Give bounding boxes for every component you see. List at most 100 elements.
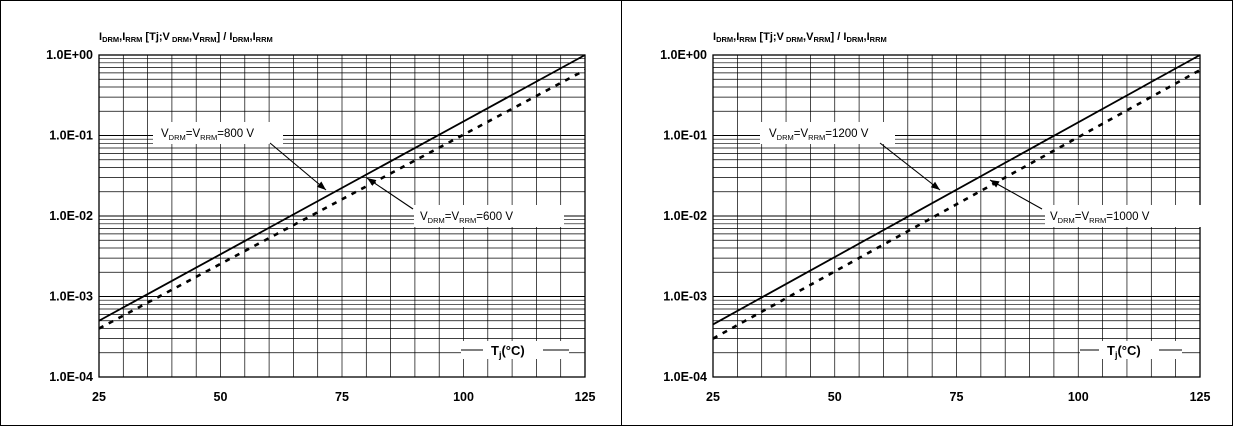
text-part: =1200 V (825, 128, 868, 140)
text-part: V (769, 128, 777, 140)
x-tick-label: 125 (1190, 390, 1211, 404)
annotation-label: VDRM=VRRM=1000 V (1050, 211, 1150, 225)
text-part: RRM (808, 133, 825, 142)
text-part: j (1114, 350, 1118, 360)
annotation-label: VDRM=VRRM=800 V (161, 128, 254, 142)
arrowhead (367, 178, 377, 186)
series-line-solid (98, 54, 586, 322)
chart-right: 1.0E-04 1.0E-03 1.0E-02 1.0E-01 1.0E+00 25 50 7… (660, 31, 1210, 404)
text-part: I (713, 31, 716, 43)
text-part: V (420, 211, 428, 223)
y-tick-label: 1.0E-02 (663, 209, 707, 223)
text-part: =800 V (217, 128, 254, 140)
annotation-arrow (879, 142, 941, 191)
text-part: RRM (199, 35, 216, 44)
text-part: T (491, 343, 499, 358)
annotation-arrow (366, 177, 414, 210)
y-tick-label: 1.0E-02 (49, 209, 93, 223)
y-tick-label: 1.0E-03 (663, 290, 707, 304)
text-part: RRM (813, 35, 830, 44)
text-part: RRM (200, 133, 217, 142)
text-part: ,V (803, 31, 814, 43)
annotation-label: VDRM=VRRM=1200 V (769, 128, 869, 142)
x-tick-label: 25 (92, 390, 106, 404)
y-tick-label: 1.0E-04 (663, 370, 707, 384)
x-label-box (461, 341, 569, 359)
x-tick-label: 50 (828, 390, 842, 404)
text-part: DRM (232, 35, 249, 44)
text-part: =V (794, 128, 809, 140)
chart-title: IDRM,IRRM [Tj;V DRM,VRRM] / IDRM,IRRM (99, 31, 273, 44)
y-tick-label: 1.0E-04 (49, 370, 93, 384)
gridlines (99, 54, 585, 378)
text-part: [Tj;V (142, 31, 170, 43)
text-part: DRM (102, 35, 119, 44)
annotation-box (414, 205, 564, 227)
y-tick-label: 1.0E-01 (663, 129, 707, 143)
text-part: V (161, 128, 169, 140)
text-part: ] / I (831, 31, 847, 43)
text-part: =V (445, 211, 460, 223)
text-part: V (1050, 211, 1058, 223)
annotation-arrow (989, 179, 1043, 210)
arrowhead (930, 181, 940, 190)
annotation-box (760, 122, 895, 144)
plot-frame (98, 54, 586, 378)
text-part: =1000 V (1106, 211, 1149, 223)
x-tick-label: 50 (214, 390, 228, 404)
text-part: I (99, 31, 102, 43)
x-tick-label: 75 (950, 390, 964, 404)
text-part: DRM (169, 133, 186, 142)
text-part: DRM (716, 35, 733, 44)
y-tick-label: 1.0E-01 (49, 129, 93, 143)
text-part: ,V (189, 31, 200, 43)
x-tick-label: 25 (706, 390, 720, 404)
y-tick-label: 1.0E+00 (46, 48, 93, 62)
chart-left: 1.0E-04 1.0E-03 1.0E-02 1.0E-01 1.0E+00 25 50 7… (46, 31, 595, 404)
arrowhead (990, 180, 1000, 188)
text-part: ,I (733, 31, 739, 43)
text-part: ,I (250, 31, 256, 43)
text-part: =V (186, 128, 201, 140)
x-axis-label: Tj(°C) (491, 343, 525, 360)
text-part: DRM (170, 35, 189, 44)
annotation-box (1045, 205, 1205, 227)
x-axis-label: Tj(°C) (1107, 343, 1141, 360)
text-part: DRM (777, 133, 794, 142)
text-part: RRM (739, 35, 756, 44)
x-tick-label: 100 (453, 390, 474, 404)
chart-title: IDRM,IRRM [Tj;V DRM,VRRM] / IDRM,IRRM (713, 31, 887, 44)
text-part: T (1107, 343, 1115, 358)
x-tick-label: 100 (1068, 390, 1089, 404)
text-part: [Tj;V (756, 31, 784, 43)
series-line-solid (712, 54, 1201, 326)
x-tick-label: 125 (575, 390, 596, 404)
series-line-dashed (712, 68, 1201, 340)
text-part: ] / I (217, 31, 233, 43)
text-part: =600 V (476, 211, 513, 223)
text-part: DRM (1058, 216, 1075, 225)
text-part: (°C) (501, 343, 524, 358)
y-tick-label: 1.0E-03 (49, 290, 93, 304)
text-part: RRM (256, 35, 273, 44)
y-tick-label: 1.0E+00 (660, 48, 707, 62)
text-part: =V (1075, 211, 1090, 223)
text-part: DRM (846, 35, 863, 44)
annotation-box (153, 122, 283, 144)
text-part: RRM (125, 35, 142, 44)
text-part: DRM (428, 216, 445, 225)
x-tick-label: 75 (335, 390, 349, 404)
annotation-arrow (269, 142, 327, 191)
text-part: RRM (459, 216, 476, 225)
text-part: DRM (784, 35, 803, 44)
annotation-label: VDRM=VRRM=600 V (420, 211, 513, 225)
arrowhead (316, 181, 326, 190)
series-line-dashed (98, 68, 586, 330)
text-part: RRM (1089, 216, 1106, 225)
text-part: RRM (870, 35, 887, 44)
x-label-box (1080, 341, 1182, 359)
text-part: (°C) (1117, 343, 1140, 358)
text-part: j (498, 350, 502, 360)
